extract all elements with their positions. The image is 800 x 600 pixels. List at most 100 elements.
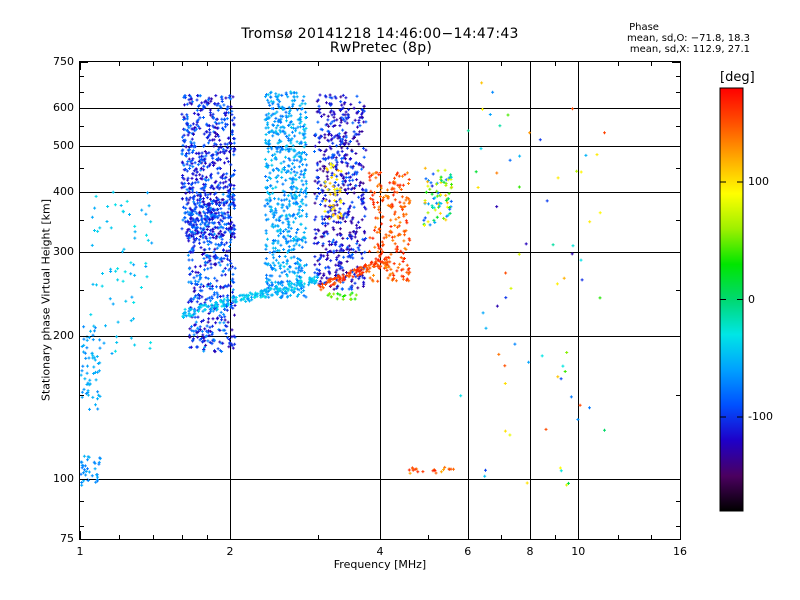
echo-point xyxy=(371,198,375,202)
echo-point xyxy=(86,458,89,462)
echo-point xyxy=(189,217,193,221)
echo-point xyxy=(405,171,409,175)
echo-point xyxy=(269,95,273,99)
echo-point xyxy=(325,281,329,285)
echo-point xyxy=(223,142,227,146)
echo-point xyxy=(324,247,328,251)
echo-point xyxy=(219,175,223,179)
echo-point xyxy=(292,201,296,205)
echo-point xyxy=(285,115,289,119)
echo-point xyxy=(323,184,327,188)
echo-point xyxy=(191,165,195,169)
echo-point xyxy=(290,167,294,171)
echo-point xyxy=(386,276,390,280)
echo-point xyxy=(217,221,221,224)
echo-point xyxy=(285,274,289,278)
echo-point xyxy=(353,297,357,301)
echo-point xyxy=(305,263,308,267)
echo-point xyxy=(192,219,196,223)
echo-point xyxy=(82,454,86,458)
echo-point xyxy=(204,161,207,165)
echo-point xyxy=(384,194,388,198)
echo-point xyxy=(193,161,197,165)
echo-point xyxy=(320,134,324,138)
echo-point xyxy=(210,213,214,217)
echo-point xyxy=(329,295,333,299)
echo-point xyxy=(311,277,315,281)
echo-point xyxy=(87,356,91,360)
echo-point xyxy=(358,116,362,120)
echo-point xyxy=(215,103,219,107)
echo-point xyxy=(183,94,186,98)
echo-point xyxy=(290,137,294,141)
echo-point xyxy=(343,101,347,104)
echo-point xyxy=(133,236,137,240)
echo-point xyxy=(83,464,87,468)
echo-point xyxy=(226,228,230,232)
echo-point xyxy=(283,132,287,136)
echo-point xyxy=(319,203,322,206)
echo-point xyxy=(273,280,277,284)
echo-point xyxy=(337,254,341,258)
echo-point xyxy=(562,276,566,280)
echo-point xyxy=(356,274,360,278)
echo-point xyxy=(328,204,332,207)
echo-point xyxy=(267,101,271,105)
echo-point xyxy=(362,109,366,113)
echo-point xyxy=(345,117,349,121)
echo-point xyxy=(94,480,98,484)
echo-point xyxy=(331,124,335,128)
echo-point xyxy=(190,325,193,329)
echo-point xyxy=(215,153,219,157)
echo-point xyxy=(508,158,512,162)
echo-point xyxy=(281,280,285,284)
echo-point xyxy=(81,364,85,368)
echo-point xyxy=(93,358,97,362)
echo-point xyxy=(229,227,233,231)
echo-point xyxy=(214,191,218,195)
echo-point xyxy=(378,227,382,231)
echo-point xyxy=(290,185,294,189)
echo-point xyxy=(214,211,218,215)
echo-point xyxy=(360,167,364,171)
echo-point xyxy=(301,191,305,195)
echo-point xyxy=(184,206,188,210)
echo-point xyxy=(122,247,126,251)
echo-point xyxy=(365,268,369,272)
echo-point xyxy=(328,93,332,97)
echo-point xyxy=(207,164,211,168)
echo-point xyxy=(317,104,321,108)
echo-point xyxy=(340,249,344,253)
echo-point xyxy=(556,176,560,180)
echo-point xyxy=(428,223,432,227)
echo-point xyxy=(426,184,430,188)
echo-point xyxy=(203,191,207,195)
echo-point xyxy=(231,299,235,303)
echo-point xyxy=(388,272,392,276)
echo-point xyxy=(495,304,499,308)
echo-point xyxy=(198,328,202,332)
echo-point xyxy=(346,213,350,217)
echo-point xyxy=(207,329,211,333)
echo-point xyxy=(207,225,211,229)
echo-point xyxy=(350,200,354,204)
echo-point xyxy=(337,220,340,224)
echo-point xyxy=(206,211,210,215)
echo-point xyxy=(459,394,463,398)
echo-point xyxy=(208,218,212,221)
echo-point xyxy=(228,259,232,262)
echo-point xyxy=(190,269,194,273)
echo-point xyxy=(579,258,583,262)
echo-point xyxy=(204,298,208,302)
echo-point xyxy=(292,212,296,216)
echo-point xyxy=(292,282,296,286)
grid-lines xyxy=(80,62,680,539)
echo-point xyxy=(213,349,217,353)
echo-point xyxy=(334,243,338,247)
echo-point xyxy=(439,181,443,184)
echo-point xyxy=(348,255,352,259)
echo-point xyxy=(368,175,372,179)
echo-point xyxy=(230,113,234,117)
echo-point xyxy=(213,216,217,220)
echo-point xyxy=(381,250,385,254)
